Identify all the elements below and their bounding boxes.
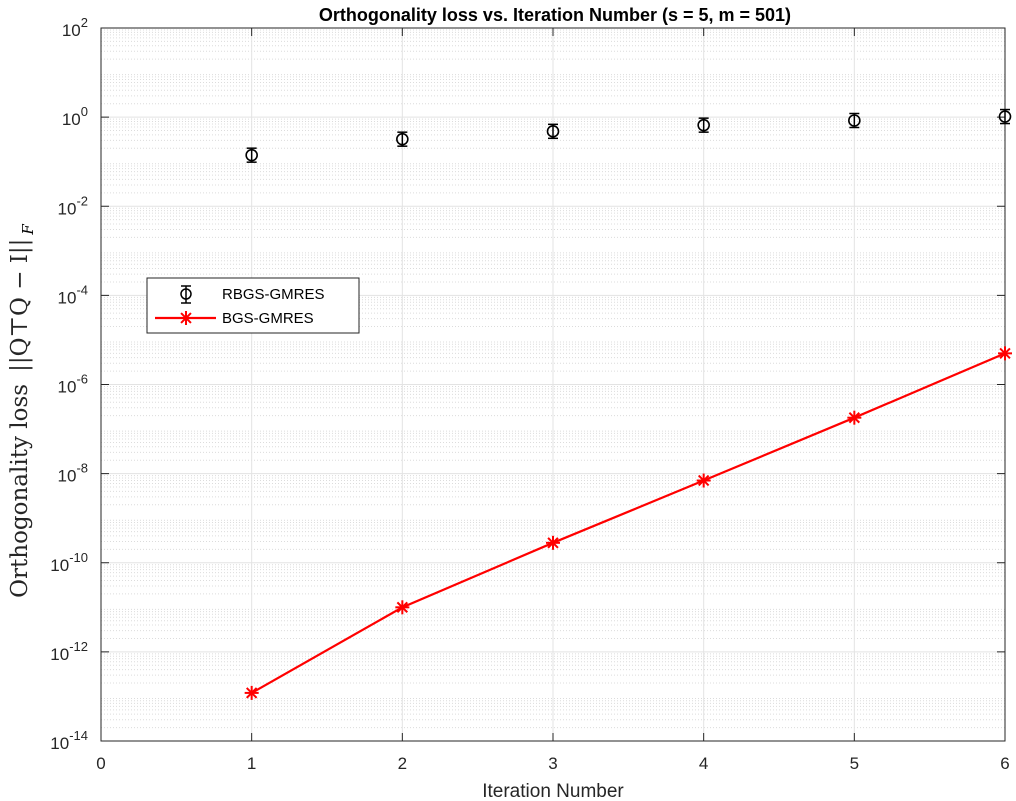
series-line-bgs-gmres xyxy=(251,352,1006,694)
legend: RBGS-GMRES BGS-GMRES xyxy=(146,277,360,334)
y-tick-label: 10-2 xyxy=(58,193,88,218)
data-point-rbgs-gmres xyxy=(998,108,1012,125)
series-bgs-gmres xyxy=(244,346,1012,700)
data-point-rbgs-gmres xyxy=(245,147,258,163)
legend-entry-bgs-gmres: BGS-GMRES xyxy=(155,310,314,327)
y-tick-labels: 10-14 10-12 10-10 10-8 10-6 10-4 10-2 100 102 xyxy=(50,15,88,753)
x-tick-label: 4 xyxy=(699,754,708,773)
legend-label-rbgs-gmres: RBGS-GMRES xyxy=(222,286,325,303)
asterisk-stroke xyxy=(396,601,408,613)
series-layer xyxy=(244,108,1012,700)
data-point-rbgs-gmres xyxy=(848,112,861,129)
asterisk-stroke xyxy=(848,412,860,424)
data-point-rbgs-gmres xyxy=(396,131,409,147)
x-tick-label: 6 xyxy=(1000,754,1009,773)
circle-marker xyxy=(396,132,409,146)
y-tick-label: 10-12 xyxy=(50,639,88,664)
x-tick-label: 1 xyxy=(247,754,256,773)
circle-marker xyxy=(998,110,1012,123)
svg-text:Orthogonality loss ||Q⊤Q: Orthogonality loss ||Q⊤Q − I|| F xyxy=(7,224,37,598)
data-point-rbgs-gmres xyxy=(546,123,560,140)
asterisk-stroke xyxy=(547,537,559,549)
y-tick-label: 10-10 xyxy=(50,550,88,575)
y-tick-label: 10-8 xyxy=(58,461,88,486)
y-axis-label-expression: ||Q⊤Q − I|| xyxy=(7,239,33,372)
chart-title: Orthogonality loss vs. Iteration Number … xyxy=(319,5,791,25)
x-axis-label: Iteration Number xyxy=(482,781,624,801)
data-point-bgs-gmres xyxy=(395,600,410,615)
series-rbgs-gmres xyxy=(245,108,1012,163)
y-tick-label: 10-6 xyxy=(58,372,88,397)
circle-marker xyxy=(848,114,861,127)
data-point-bgs-gmres xyxy=(998,346,1012,361)
legend-asterisk-marker-icon xyxy=(179,311,193,325)
x-tick-label: 2 xyxy=(398,754,407,773)
asterisk-marker xyxy=(179,311,193,325)
asterisk-stroke xyxy=(999,347,1011,360)
x-tick-label: 0 xyxy=(96,754,105,773)
data-point-bgs-gmres xyxy=(696,473,711,488)
y-tick-label: 10-4 xyxy=(58,282,88,307)
data-point-bgs-gmres xyxy=(847,410,862,425)
data-point-rbgs-gmres xyxy=(697,117,710,133)
x-tick-label: 5 xyxy=(850,754,859,773)
y-tick-label: 10-14 xyxy=(50,728,88,753)
asterisk-stroke xyxy=(180,312,192,324)
y-axis-label-subscript: F xyxy=(19,224,37,236)
circle-marker xyxy=(245,148,258,162)
x-tick-label: 3 xyxy=(548,754,557,773)
legend-entry-rbgs-gmres: RBGS-GMRES xyxy=(180,285,325,304)
circle-marker xyxy=(697,118,710,132)
data-point-bgs-gmres xyxy=(244,685,259,700)
data-point-bgs-gmres xyxy=(546,535,560,550)
x-tick-labels: 0 1 2 3 4 5 6 xyxy=(96,754,1009,773)
y-axis-label: Orthogonality loss ||Q⊤Q − I|| F xyxy=(7,224,37,598)
axis-ticks xyxy=(100,27,1006,742)
asterisk-stroke xyxy=(246,687,258,699)
legend-circle-marker-icon xyxy=(180,288,192,300)
y-tick-label: 102 xyxy=(62,15,88,40)
legend-box xyxy=(146,277,360,334)
y-tick-label: 100 xyxy=(62,104,88,129)
asterisk-stroke xyxy=(698,474,710,487)
y-axis-label-text: Orthogonality loss xyxy=(7,384,33,598)
circle-marker xyxy=(546,125,560,138)
legend-label-bgs-gmres: BGS-GMRES xyxy=(222,310,314,327)
